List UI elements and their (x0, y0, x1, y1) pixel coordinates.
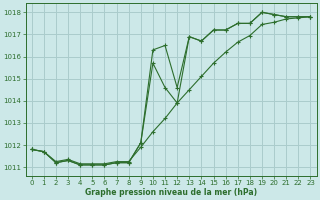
X-axis label: Graphe pression niveau de la mer (hPa): Graphe pression niveau de la mer (hPa) (85, 188, 257, 197)
